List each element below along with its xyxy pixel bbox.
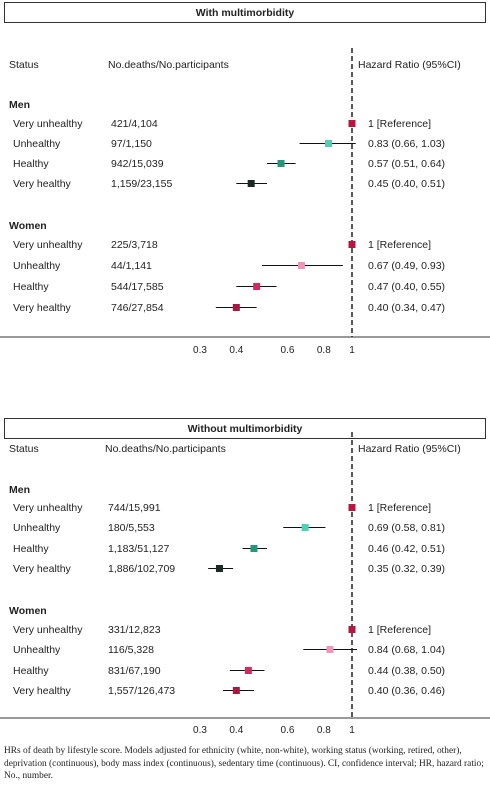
- x-tick-label: 0.3: [193, 345, 207, 356]
- row-hazard-ratio-text: 1 [Reference]: [368, 624, 431, 636]
- x-tick-label: 1: [349, 345, 355, 356]
- group-label: Women: [9, 220, 47, 232]
- row-status-label: Unhealthy: [13, 260, 61, 272]
- row-status-label: Very healthy: [13, 178, 72, 190]
- hazard-ratio-point: [253, 283, 261, 290]
- row-hazard-ratio-text: 0.47 (0.40, 0.55): [368, 281, 445, 293]
- row-hazard-ratio-text: 0.57 (0.51, 0.64): [368, 158, 445, 170]
- x-tick-label: 0.6: [281, 345, 295, 356]
- x-tick-label: 0.8: [317, 725, 331, 736]
- row-status-label: Healthy: [13, 281, 49, 293]
- row-hazard-ratio-text: 1 [Reference]: [368, 118, 431, 130]
- row-hazard-ratio-text: 0.44 (0.38, 0.50): [368, 665, 445, 677]
- row-deaths-count: 831/67,190: [108, 665, 161, 677]
- row-hazard-ratio-text: 0.35 (0.32, 0.39): [368, 563, 445, 575]
- row-hazard-ratio-text: 1 [Reference]: [368, 502, 431, 514]
- row-status-label: Very unhealthy: [13, 239, 83, 251]
- row-status-label: Very healthy: [13, 685, 72, 697]
- row-deaths-count: 942/15,039: [111, 158, 164, 170]
- hazard-ratio-point: [215, 565, 223, 572]
- row-deaths-count: 225/3,718: [111, 239, 158, 251]
- row-deaths-count: 180/5,553: [108, 522, 155, 534]
- row-hazard-ratio-text: 0.69 (0.58, 0.81): [368, 522, 445, 534]
- hazard-ratio-point: [348, 626, 356, 633]
- column-header-deaths: No.deaths/No.participants: [108, 59, 229, 71]
- row-hazard-ratio-text: 0.83 (0.66, 1.03): [368, 138, 445, 150]
- row-deaths-count: 97/1,150: [111, 138, 152, 150]
- hazard-ratio-point: [348, 241, 356, 248]
- hazard-ratio-point: [348, 120, 356, 127]
- row-deaths-count: 421/4,104: [111, 118, 158, 130]
- row-status-label: Unhealthy: [13, 644, 61, 656]
- row-hazard-ratio-text: 1 [Reference]: [368, 239, 431, 251]
- panel-title: With multimorbidity: [196, 7, 295, 19]
- panel-title: Without multimorbidity: [188, 423, 303, 435]
- panel-title-box: [4, 2, 486, 23]
- row-status-label: Healthy: [13, 665, 49, 677]
- panel-title-box: [4, 418, 486, 439]
- row-status-label: Unhealthy: [13, 138, 61, 150]
- row-status-label: Healthy: [13, 543, 49, 555]
- hazard-ratio-point: [326, 646, 334, 653]
- row-status-label: Very healthy: [13, 302, 72, 314]
- row-deaths-count: 1,183/51,127: [108, 543, 169, 555]
- row-hazard-ratio-text: 0.46 (0.42, 0.51): [368, 543, 445, 555]
- group-label: Men: [9, 99, 30, 111]
- row-status-label: Very unhealthy: [13, 118, 83, 130]
- row-deaths-count: 44/1,141: [111, 260, 152, 272]
- x-tick-label: 0.4: [229, 345, 243, 356]
- hazard-ratio-point: [232, 304, 240, 311]
- hazard-ratio-point: [232, 687, 240, 694]
- column-header-hazard-ratio: Hazard Ratio (95%CI): [358, 443, 461, 455]
- group-label: Men: [9, 484, 30, 496]
- hazard-ratio-point: [247, 180, 255, 187]
- row-deaths-count: 746/27,854: [111, 302, 164, 314]
- row-status-label: Very unhealthy: [13, 502, 83, 514]
- column-header-status: Status: [9, 443, 39, 455]
- row-deaths-count: 116/5,328: [108, 644, 154, 656]
- hazard-ratio-point: [324, 140, 332, 147]
- hazard-ratio-point: [277, 160, 285, 167]
- figure-footnote: HRs of death by lifestyle score. Models …: [4, 746, 484, 781]
- row-hazard-ratio-text: 0.67 (0.49, 0.93): [368, 260, 445, 272]
- row-hazard-ratio-text: 0.84 (0.68, 1.04): [368, 644, 445, 656]
- row-deaths-count: 1,886/102,709: [108, 563, 175, 575]
- row-status-label: Very unhealthy: [13, 624, 83, 636]
- x-tick-label: 0.6: [281, 725, 295, 736]
- row-deaths-count: 744/15,991: [108, 502, 161, 514]
- x-tick-label: 1: [349, 725, 355, 736]
- hazard-ratio-point: [348, 504, 356, 511]
- row-deaths-count: 1,159/23,155: [111, 178, 172, 190]
- row-status-label: Unhealthy: [13, 522, 61, 534]
- row-deaths-count: 331/12,823: [108, 624, 161, 636]
- row-hazard-ratio-text: 0.40 (0.36, 0.46): [368, 685, 445, 697]
- row-deaths-count: 1,557/126,473: [108, 685, 175, 697]
- hazard-ratio-point: [297, 262, 305, 269]
- x-tick-label: 0.8: [317, 345, 331, 356]
- row-hazard-ratio-text: 0.45 (0.40, 0.51): [368, 178, 445, 190]
- column-header-hazard-ratio: Hazard Ratio (95%CI): [358, 59, 461, 71]
- column-header-status: Status: [9, 59, 39, 71]
- row-status-label: Very healthy: [13, 563, 72, 575]
- column-header-deaths: No.deaths/No.participants: [105, 443, 226, 455]
- hazard-ratio-point: [244, 667, 252, 674]
- hazard-ratio-point: [301, 524, 309, 531]
- x-tick-label: 0.4: [229, 725, 243, 736]
- row-hazard-ratio-text: 0.40 (0.34, 0.47): [368, 302, 445, 314]
- row-status-label: Healthy: [13, 158, 49, 170]
- hazard-ratio-point: [250, 545, 258, 552]
- x-tick-label: 0.3: [193, 725, 207, 736]
- group-label: Women: [9, 605, 47, 617]
- row-deaths-count: 544/17,585: [111, 281, 164, 293]
